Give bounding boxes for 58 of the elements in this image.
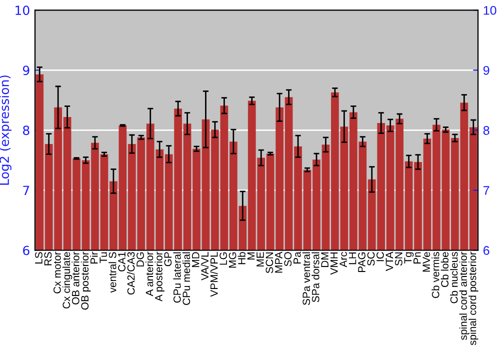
x-tick-label: Pir (90, 252, 98, 264)
x-tick-label: Cx cingulate (62, 252, 72, 308)
x-tick-label: Cb lobe (440, 252, 448, 288)
x-tick-label: GP (164, 252, 172, 266)
x-tick-label: Arc (340, 252, 347, 268)
x-tick-label: A posterior (154, 252, 164, 302)
x-tick-label: Pa (294, 252, 301, 264)
x-tick-label: VA/VL (200, 252, 209, 280)
x-tick-label: Tu (100, 252, 108, 264)
x-tick-label: MPA (275, 252, 282, 273)
x-tick-label: M (247, 252, 255, 260)
x-tick-label: PAG (358, 252, 366, 272)
y-tick-label: 9 (22, 66, 30, 76)
x-tick-label: CA1 (118, 252, 126, 272)
x-tick-label: A anterior (146, 252, 154, 296)
x-tick-label: MD (192, 252, 200, 267)
x-tick-label: ME (256, 252, 264, 266)
y-tick-label: 8 (23, 126, 30, 136)
x-tick-label: OB anterior (72, 252, 80, 304)
x-tick-label: spinal cord anterior (459, 252, 470, 340)
y2-tick-label: 9 (483, 66, 490, 75)
x-tick-label: Hb (238, 252, 246, 264)
x-tick-label: Cb vermis (432, 252, 440, 298)
x-tick-label: SC (367, 252, 375, 266)
x-tick-label: Tg (404, 252, 414, 264)
x-tick-label: Pn (414, 252, 421, 264)
x-tick-label: LH (348, 252, 356, 264)
x-tick-label: LG (220, 252, 227, 265)
x-tick-label: RS (44, 252, 52, 266)
x-tick-label: CA2/CA3 (127, 252, 135, 295)
x-tick-label: VTA (386, 252, 394, 272)
y2-tick-label: 10 (484, 6, 496, 15)
x-tick-label: CPu medial (182, 252, 190, 305)
x-tick-label: VMH (330, 252, 338, 275)
y-tick-label: 10 (16, 6, 30, 16)
y-tick-label: 7 (23, 186, 30, 195)
x-tick-label: spinal cord posterior (468, 252, 478, 346)
x-tick-label: Cb nucleus (450, 252, 458, 304)
x-tick-label: VPM/VPL (210, 252, 218, 297)
y2-tick-label: 6 (483, 246, 490, 255)
x-tick-label: CPu lateral (173, 252, 181, 303)
x-tick-label: DG (136, 252, 144, 266)
x-tick-label: SN (394, 252, 402, 266)
x-tick-label: SPa dorsal (312, 252, 320, 302)
y2-tick-label: 8 (483, 126, 490, 135)
x-tick-label: MVe (422, 252, 430, 272)
x-tick-label: OB posterior (80, 252, 91, 310)
x-tick-label: SPa ventral (302, 252, 310, 306)
y-tick-label: 6 (23, 246, 30, 256)
x-tick-label: DM (321, 252, 328, 267)
x-tick-label: SO (284, 252, 292, 266)
y2-tick-label: 7 (484, 186, 490, 195)
x-tick-label: IC (376, 252, 384, 262)
x-tick-label: Cx motor (53, 252, 61, 294)
x-tick-label: SCN (266, 252, 274, 274)
x-tick-label: LS (35, 252, 42, 264)
x-tick-label: ventral S (108, 252, 116, 293)
x-tick-label: MG (228, 252, 236, 268)
